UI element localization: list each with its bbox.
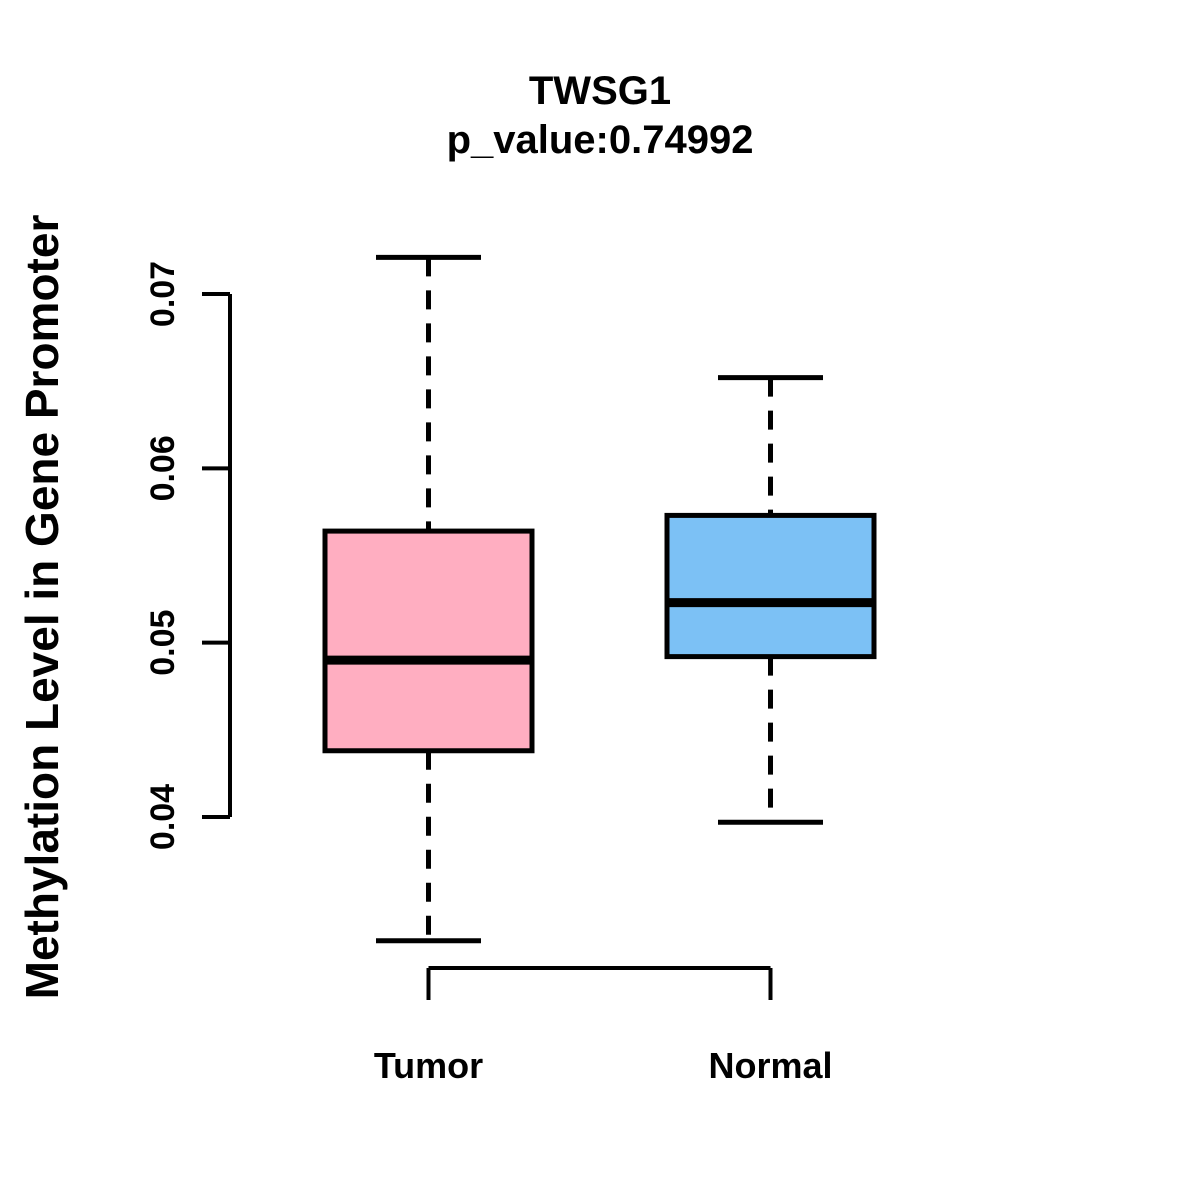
normal-box xyxy=(664,512,877,660)
y-tick-label: 0.07 xyxy=(144,261,182,327)
chart-title: TWSG1 xyxy=(529,69,671,113)
y-tick-label: 0.06 xyxy=(144,435,182,501)
y-axis: 0.04 0.05 0.06 0.07 xyxy=(144,261,232,850)
y-tick-label: 0.05 xyxy=(144,610,182,676)
tumor-box xyxy=(322,528,535,754)
chart-subtitle-pvalue: p_value:0.74992 xyxy=(447,118,754,162)
boxplot-series xyxy=(322,254,877,944)
y-tick-label: 0.04 xyxy=(144,784,182,850)
x-label-tumor: Tumor xyxy=(374,1045,483,1086)
x-axis-bracket xyxy=(426,966,773,1000)
group-labels: Tumor Normal xyxy=(374,1045,833,1086)
y-axis-label: Methylation Level in Gene Promoter xyxy=(16,215,68,1000)
x-label-normal: Normal xyxy=(708,1045,832,1086)
